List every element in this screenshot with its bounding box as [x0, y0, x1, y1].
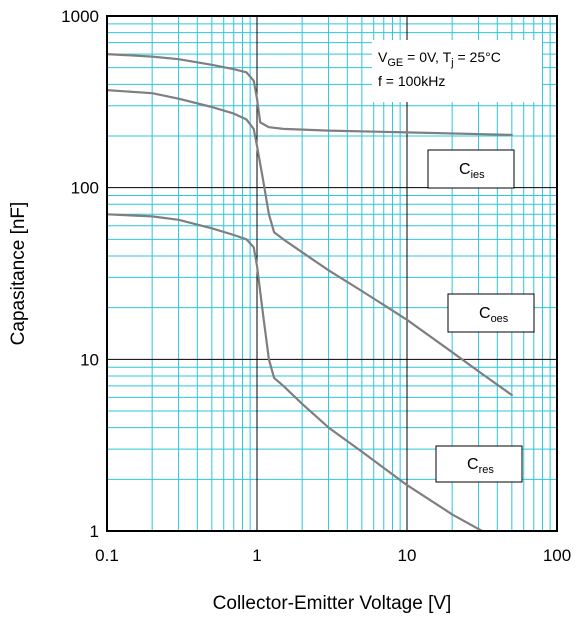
x-tick-label: 1 [252, 546, 261, 565]
conditions-box [372, 40, 542, 102]
series-line-res [107, 213, 485, 531]
series-label-box-res: Cres [435, 445, 523, 483]
x-axis-label: Collector-Emitter Voltage [V] [213, 593, 452, 614]
curves [107, 53, 513, 531]
series-label-box-ies: Cies [427, 149, 515, 189]
series-label-ies: Cies [459, 161, 485, 181]
y-tick-labels: 1 10 100 1000 [61, 7, 99, 541]
y-tick-label: 100 [71, 179, 99, 198]
series-label-res: Cres [467, 456, 494, 476]
y-tick-label: 1 [90, 522, 99, 541]
series-line-ies [107, 53, 513, 136]
conditions-line-2: f = 100kHz [378, 73, 445, 89]
x-tick-labels: 0.1 1 10 100 [95, 546, 571, 565]
x-tick-label: 100 [543, 546, 571, 565]
y-tick-label: 10 [80, 350, 99, 369]
series-label-box-oes: Coes [447, 293, 535, 333]
x-tick-label: 10 [398, 546, 417, 565]
series-line-oes [107, 89, 513, 397]
series-label-oes: Coes [479, 305, 509, 325]
annotations: VGE = 0V, Tj = 25°C f = 100kHz Cies Coes Cre… [372, 40, 542, 483]
plot-border [106, 15, 558, 532]
y-axis-label: Capasitance [nF] [8, 202, 29, 346]
plot-frame [106, 15, 558, 532]
conditions-line-1: VGE = 0V, Tj = 25°C [378, 49, 501, 69]
x-tick-label: 0.1 [95, 546, 119, 565]
y-tick-label: 1000 [61, 7, 99, 26]
